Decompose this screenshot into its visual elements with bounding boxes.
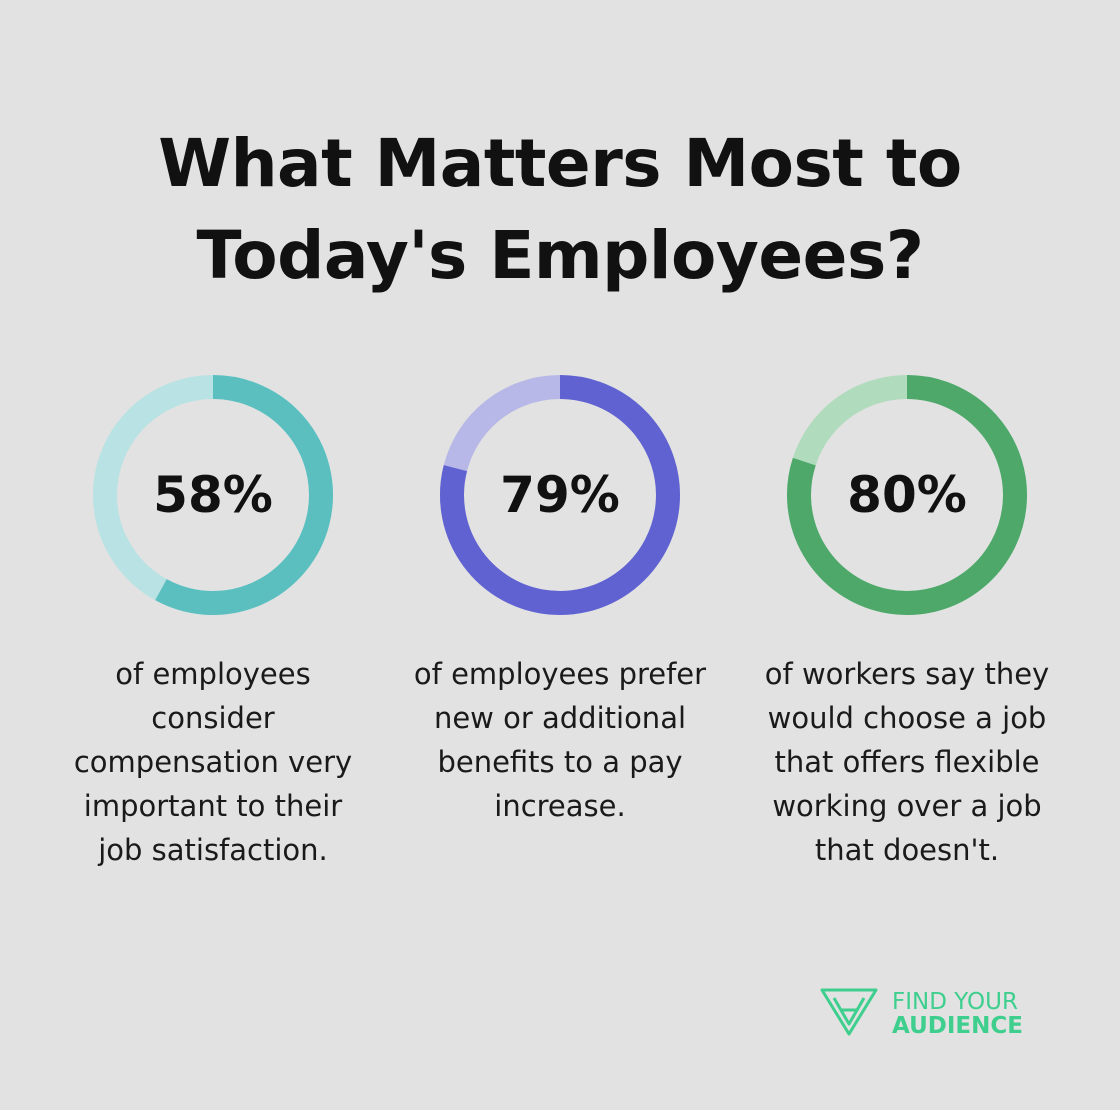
title-line-2: Today's Employees? bbox=[196, 217, 924, 294]
donut-arc-3 bbox=[787, 375, 1027, 615]
percent-label-1: 58% bbox=[153, 466, 273, 524]
logo-text-line-1: FIND YOUR bbox=[892, 989, 1018, 1015]
page-title: What Matters Most to Today's Employees? bbox=[0, 118, 1120, 302]
percent-label-2: 79% bbox=[500, 466, 620, 524]
logo-text-line-2: AUDIENCE bbox=[892, 1013, 1023, 1039]
donut-chart-3: 80% bbox=[787, 375, 1027, 615]
stat-description-2: of employees prefer new or additional be… bbox=[413, 657, 707, 823]
donut-arc-2 bbox=[440, 375, 680, 615]
donut-chart-2: 79% bbox=[440, 375, 680, 615]
donut-arc-1 bbox=[155, 375, 333, 615]
stat-block-2: 79% of employees prefer new or additiona… bbox=[390, 370, 730, 828]
stat-block-1: 58% of employees consider compensation v… bbox=[43, 370, 383, 872]
find-your-audience-logo-icon bbox=[820, 988, 878, 1036]
stat-description-1: of employees consider compensation very … bbox=[73, 657, 353, 867]
brand-logo: FIND YOUR AUDIENCE bbox=[818, 986, 1038, 1042]
donut-chart-1: 58% bbox=[93, 375, 333, 615]
title-line-1: What Matters Most to bbox=[158, 125, 962, 202]
stat-block-3: 80% of workers say they would choose a j… bbox=[737, 370, 1077, 872]
percent-label-3: 80% bbox=[847, 466, 967, 524]
stat-description-3: of workers say they would choose a job t… bbox=[764, 657, 1050, 867]
